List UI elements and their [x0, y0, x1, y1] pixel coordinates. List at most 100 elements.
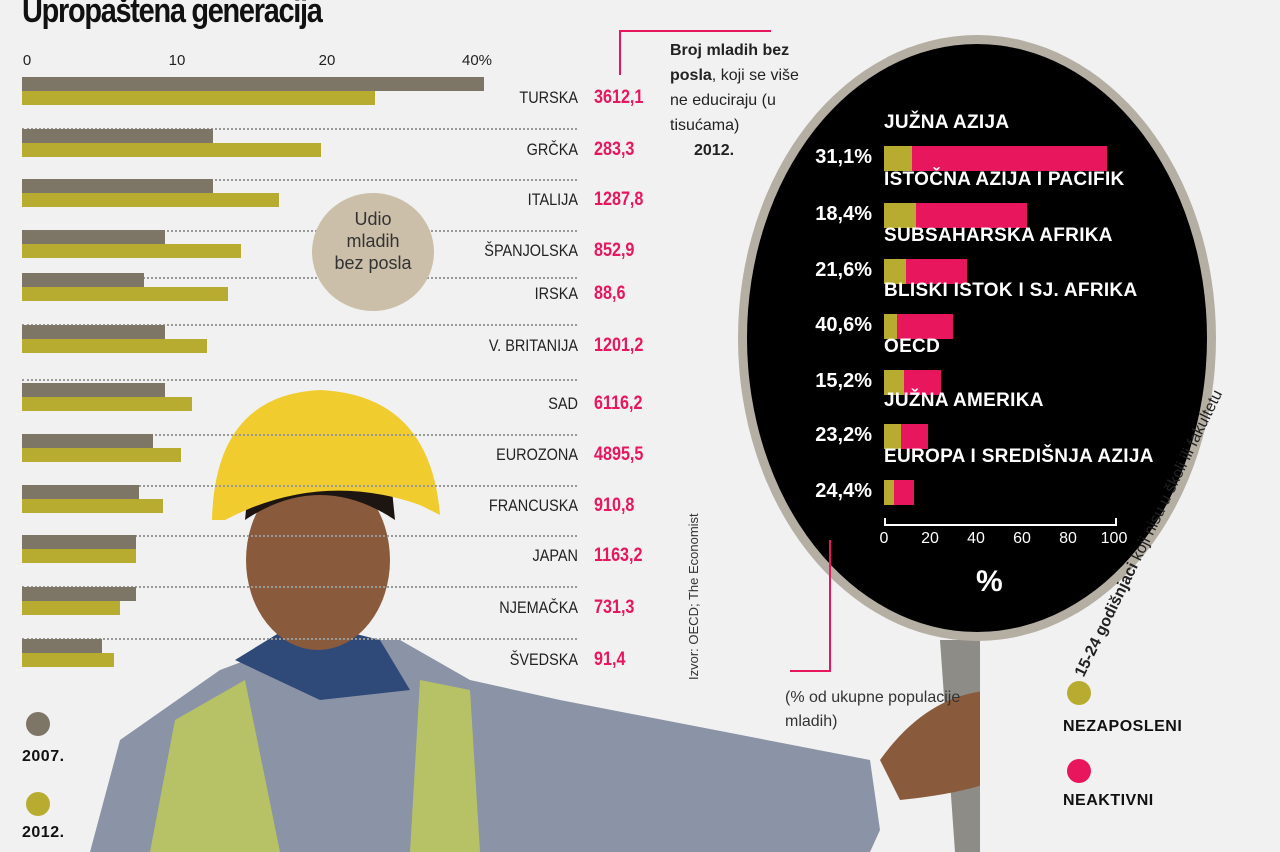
bar-2012 [22, 339, 207, 353]
count-note-bold: Broj mladih bez posla [670, 42, 790, 84]
count-value: 1163,2 [594, 545, 643, 566]
worker-photo [90, 390, 980, 852]
bar-neaktivni [893, 480, 914, 505]
legend-2012-label: 2012. [22, 824, 65, 841]
country-label: ITALIJA [527, 190, 578, 209]
count-note: Broj mladih bez posla, koji se više ne e… [670, 38, 800, 163]
bar-neaktivni [904, 370, 942, 395]
count-note-year: 2012. [694, 142, 735, 159]
country-label: EUROZONA [496, 445, 578, 464]
bubble-line: mladih [346, 231, 400, 251]
vest-left [150, 680, 280, 852]
country-label: V. BRITANIJA [488, 336, 578, 355]
pct-label: 18,4% [815, 203, 872, 225]
bar-2007 [22, 485, 139, 499]
bar-2007 [22, 587, 136, 601]
bar-neaktivni [916, 203, 1027, 228]
region-label: JUŽNA AZIJA [884, 112, 1010, 133]
row-divider [22, 433, 577, 436]
bar-2012 [22, 397, 192, 411]
bar-neaktivni [905, 259, 967, 284]
row-divider [22, 179, 577, 181]
bar-2012 [22, 499, 163, 513]
region-label: SUBSAHARSKA AFRIKA [884, 225, 1113, 246]
row-divider [22, 484, 577, 487]
country-label: IRSKA [534, 284, 578, 303]
callout-line [619, 30, 771, 32]
count-value: 3612,1 [594, 87, 644, 108]
x-tick-label: 0 [879, 530, 889, 547]
pct-label: 21,6% [815, 259, 872, 281]
legend-nezaposleni-swatch [1067, 681, 1091, 705]
count-note-rest: , koji se više ne educiraju (u tisućama) [670, 67, 799, 134]
country-label: JAPAN [532, 546, 578, 565]
bar-2012 [22, 143, 321, 157]
bar-2012 [22, 287, 228, 301]
region-label: ISTOČNA AZIJA I PACIFIK [884, 169, 1125, 190]
region-label: JUŽNA AMERIKA [884, 390, 1044, 411]
bubble-line: bez posla [334, 253, 412, 273]
x-tick-label: 40 [967, 530, 985, 547]
row-divider [22, 324, 577, 326]
legend-neaktivni-swatch [1067, 759, 1091, 783]
row-divider [22, 586, 577, 588]
bar-2007 [22, 179, 213, 193]
count-value: 91,4 [594, 649, 626, 670]
bar-2012 [22, 653, 114, 667]
count-value: 283,3 [594, 139, 635, 160]
country-label: GRČKA [526, 140, 578, 159]
bar-2012 [22, 601, 120, 615]
bar-nezaposleni [884, 480, 894, 505]
face [246, 470, 390, 650]
pct-label: 15,2% [815, 370, 872, 392]
bar-2012 [22, 91, 375, 105]
bar-2012 [22, 549, 136, 563]
country-label: ŠVEDSKA [509, 650, 578, 669]
bar-2007 [22, 434, 153, 448]
hand [880, 691, 980, 800]
bar-nezaposleni [884, 203, 917, 228]
bar-2012 [22, 193, 279, 207]
x-tick-label: 60 [1013, 530, 1031, 547]
bar-2007 [22, 535, 136, 549]
sign-oval [738, 35, 1216, 641]
count-value: 6116,2 [594, 393, 643, 414]
x-tick-label: 80 [1059, 530, 1077, 547]
row-divider [22, 535, 577, 537]
bar-2012 [22, 448, 181, 462]
pct-label: 24,4% [815, 480, 872, 502]
row-divider [22, 276, 577, 279]
region-label: EUROPA I SREDIŠNJA AZIJA [884, 446, 1154, 467]
bar-2007 [22, 325, 165, 339]
collar [235, 620, 410, 700]
pct-label: 40,6% [815, 314, 872, 336]
bar-2007 [22, 77, 484, 91]
region-label: OECD [884, 336, 941, 357]
bar-neaktivni [896, 314, 953, 339]
count-value: 1287,8 [594, 189, 644, 210]
country-label: SAD [548, 394, 578, 413]
count-value: 910,8 [594, 495, 635, 516]
bar-2007 [22, 639, 102, 653]
row-divider [22, 128, 577, 130]
region-label: BLISKI ISTOK I SJ. AFRIKA [884, 280, 1138, 301]
callout-line [619, 30, 621, 75]
page-title: Upropaštena generacija [22, 0, 323, 30]
bar-2007 [22, 273, 144, 287]
x-tick-label: 100 [1100, 530, 1128, 547]
bar-neaktivni [901, 424, 928, 449]
count-value: 4895,5 [594, 444, 644, 465]
legend-nezaposleni-label: NEZAPOSLENI [1063, 718, 1183, 735]
pct-note: (% od ukupne populacije mladih) [785, 689, 961, 730]
bar-nezaposleni [884, 370, 904, 395]
x-axis [884, 518, 1117, 526]
country-label: ŠPANJOLSKA [484, 241, 578, 260]
count-value: 852,9 [594, 240, 635, 261]
x-tick-label: 20 [921, 530, 939, 547]
chart-bubble-label: Udio mladih bez posla [312, 193, 434, 311]
x-axis-label: % [976, 565, 1003, 598]
bubble-line: Udio [354, 209, 392, 229]
bar-nezaposleni [884, 424, 902, 449]
count-value: 88,6 [594, 283, 626, 304]
count-value: 731,3 [594, 597, 635, 618]
